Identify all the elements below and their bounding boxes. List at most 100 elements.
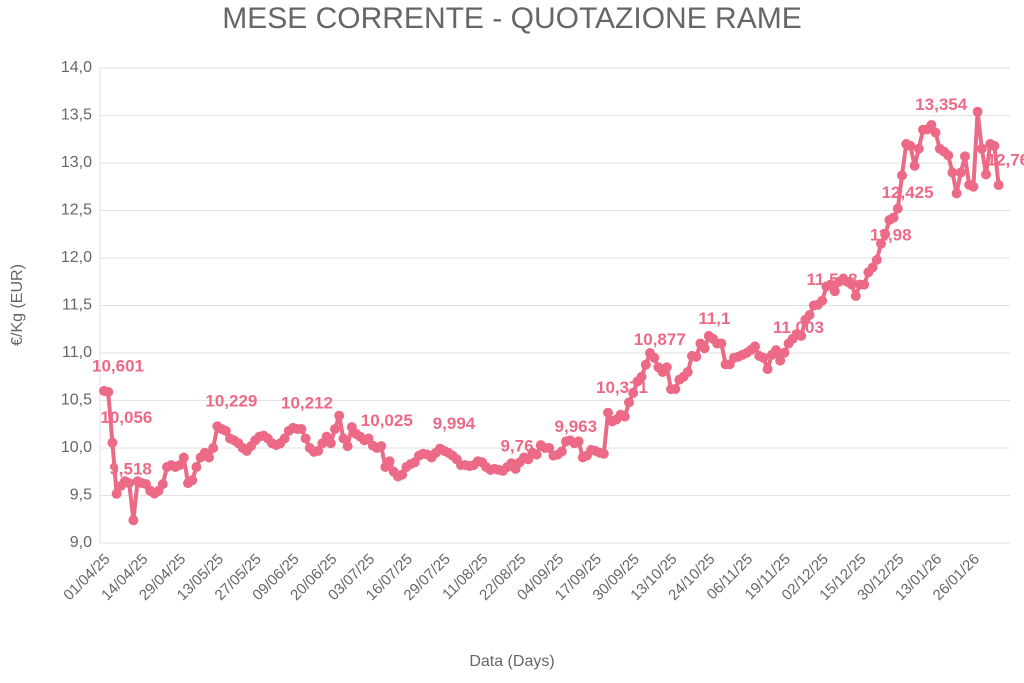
point — [300, 433, 311, 444]
point — [279, 433, 290, 444]
point — [955, 167, 966, 178]
y-axis-title: €/Kg (EUR) — [9, 264, 26, 346]
point — [338, 433, 349, 444]
y-tick-label: 13,0 — [61, 154, 92, 171]
point — [157, 479, 168, 490]
y-tick-label: 9,5 — [70, 487, 92, 504]
point — [649, 352, 660, 363]
point — [976, 143, 987, 154]
y-tick-label: 10,5 — [61, 392, 92, 409]
point — [556, 446, 567, 457]
point — [750, 341, 760, 352]
point — [334, 410, 345, 421]
data-label: 12,425 — [882, 183, 934, 202]
point — [111, 488, 122, 499]
point — [981, 169, 991, 180]
data-label: 10,877 — [634, 330, 686, 349]
data-label: 11,98 — [870, 225, 912, 244]
point — [699, 343, 710, 354]
point — [892, 203, 903, 214]
point — [178, 452, 189, 463]
point — [598, 448, 609, 459]
point — [905, 140, 916, 151]
point — [897, 170, 907, 181]
point — [850, 291, 861, 301]
point — [124, 478, 135, 489]
point — [640, 359, 651, 370]
point — [296, 424, 307, 434]
y-tick-label: 14,0 — [61, 59, 92, 76]
point — [880, 229, 891, 240]
y-tick-label: 11,5 — [62, 297, 92, 314]
point — [531, 449, 542, 460]
point — [313, 445, 324, 456]
data-label: 10,229 — [205, 392, 257, 411]
point — [771, 345, 781, 356]
point — [107, 437, 118, 448]
point — [342, 441, 353, 452]
point — [619, 411, 630, 422]
point — [384, 456, 395, 467]
point — [930, 127, 941, 138]
point — [716, 338, 727, 349]
point — [636, 371, 647, 382]
point — [376, 441, 387, 452]
data-label: 9,963 — [555, 417, 598, 436]
point — [972, 106, 983, 117]
data-label: 9,994 — [433, 414, 476, 433]
point — [859, 279, 870, 290]
y-tick-label: 12,5 — [61, 202, 92, 219]
point — [796, 330, 807, 341]
y-tick-label: 9,0 — [70, 534, 92, 551]
point — [829, 286, 840, 297]
point — [191, 462, 202, 472]
data-label: 10,371 — [596, 378, 648, 397]
point — [909, 160, 920, 171]
data-label: 11,003 — [773, 318, 824, 337]
point — [926, 120, 937, 130]
data-label: 9,76 — [500, 436, 533, 455]
point — [846, 279, 857, 290]
y-tick-label: 10,0 — [61, 439, 92, 456]
point — [867, 262, 878, 273]
point — [951, 188, 962, 199]
data-label: 10,212 — [281, 393, 333, 412]
point — [330, 424, 340, 434]
point — [775, 355, 786, 366]
point — [187, 475, 198, 486]
point — [779, 347, 790, 358]
data-label: 12,768 — [987, 151, 1024, 170]
data-label: 10,601 — [92, 356, 144, 375]
point — [682, 367, 693, 377]
point — [758, 352, 769, 363]
point — [204, 452, 214, 463]
point — [603, 407, 613, 418]
point — [103, 386, 114, 397]
chart-title: MESE CORRENTE - QUOTAZIONE RAME — [222, 2, 801, 35]
point — [691, 351, 702, 362]
point — [993, 180, 1004, 191]
point — [817, 295, 828, 306]
data-label: 11,1 — [698, 309, 730, 328]
point — [397, 469, 408, 480]
y-tick-label: 12,0 — [61, 249, 92, 266]
point — [670, 384, 681, 395]
point — [913, 143, 924, 154]
point — [947, 167, 958, 178]
point — [804, 310, 815, 320]
point — [871, 254, 882, 265]
point — [325, 438, 336, 449]
point — [220, 425, 231, 436]
point — [544, 443, 555, 453]
data-label: 10,025 — [361, 411, 413, 430]
point — [888, 212, 899, 223]
point — [876, 238, 886, 249]
point — [661, 362, 672, 373]
data-label: 11,508 — [806, 270, 857, 289]
point — [762, 364, 773, 375]
y-tick-label: 13,5 — [61, 107, 92, 124]
y-tick-label: 11,0 — [62, 344, 92, 361]
point — [208, 443, 219, 453]
data-label: 13,354 — [915, 95, 968, 114]
point — [989, 140, 1000, 151]
